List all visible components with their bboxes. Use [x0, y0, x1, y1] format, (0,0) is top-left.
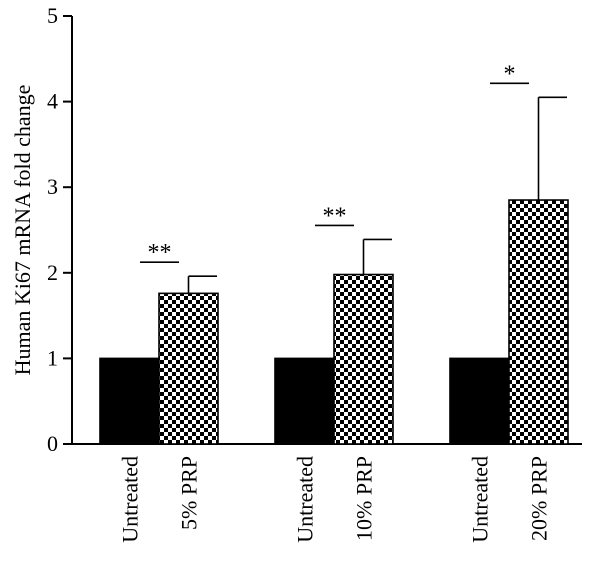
bar-g1-2: [158, 292, 219, 445]
bar-g1-1: [99, 357, 160, 445]
y-tick-label-1: 1: [47, 345, 58, 370]
category-label-g3-2: 20% PRP: [527, 456, 552, 541]
y-tick-label-2: 2: [47, 260, 58, 285]
significance-label-g1: **: [148, 240, 172, 266]
y-tick-label-5: 5: [47, 3, 58, 28]
significance-label-g2: **: [323, 203, 347, 229]
y-tick-label-3: 3: [47, 174, 58, 199]
y-axis-label: Human Ki67 mRNA fold change: [10, 85, 35, 376]
bar-g2-2: [333, 273, 394, 445]
category-label-g2-2: 10% PRP: [352, 456, 377, 541]
category-label-g1-1: Untreated: [118, 456, 143, 543]
category-label-g3-1: Untreated: [468, 456, 493, 543]
bar-g3-2: [508, 199, 569, 445]
y-tick-label-0: 0: [47, 431, 58, 456]
bar-g2-1: [274, 357, 335, 445]
category-label-g2-1: Untreated: [293, 456, 318, 543]
bar-g3-1: [449, 357, 510, 445]
category-label-g1-2: 5% PRP: [177, 456, 202, 530]
y-tick-label-4: 4: [47, 89, 58, 114]
significance-label-g3: *: [504, 61, 516, 87]
